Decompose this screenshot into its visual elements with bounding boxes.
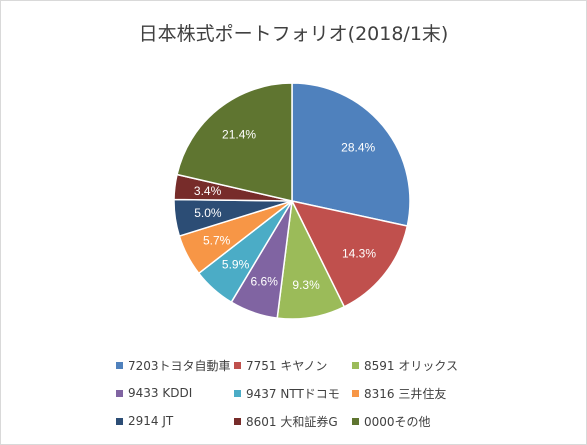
- legend-label-5: 8316 三井住友: [364, 386, 447, 401]
- legend-item-1: 7751 キヤノン: [234, 356, 352, 374]
- pie-slice-1: [290, 199, 409, 308]
- legend-item-4: 9437 NTTドコモ: [234, 384, 352, 402]
- chart-title: 日本株式ポートフォリオ(2018/1末): [138, 23, 449, 45]
- legend-swatch-8: [352, 417, 359, 425]
- legend-label-7: 8601 大和証券G: [246, 414, 338, 429]
- legend-label-6: 2914 JT: [128, 414, 174, 428]
- data-label-7: 3.4%: [194, 184, 222, 198]
- legend-swatch-4: [234, 389, 241, 397]
- legend-swatch-0: [116, 361, 123, 369]
- legend-item-3: 9433 KDDI: [116, 384, 234, 402]
- pie-slice-0: [291, 82, 411, 227]
- legend-item-0: 7203トヨタ自動車: [116, 356, 234, 374]
- data-label-6: 5.0%: [194, 206, 222, 220]
- legend-swatch-7: [234, 417, 241, 425]
- data-label-0: 28.4%: [341, 141, 375, 155]
- legend-label-0: 7203トヨタ自動車: [128, 358, 231, 373]
- legend-swatch-3: [116, 389, 123, 397]
- legend-item-5: 8316 三井住友: [352, 384, 482, 402]
- legend-label-4: 9437 NTTドコモ: [246, 386, 340, 401]
- legend: 7203トヨタ自動車 7751 キヤノン 8591 オリックス 9433 KDDI 94…: [116, 356, 556, 430]
- legend-label-3: 9433 KDDI: [128, 386, 193, 400]
- data-label-5: 5.7%: [203, 233, 231, 247]
- legend-swatch-1: [234, 361, 241, 369]
- legend-label-2: 8591 オリックス: [364, 358, 458, 373]
- pie-slice-8: [176, 82, 293, 202]
- data-label-3: 6.6%: [251, 274, 279, 288]
- legend-item-6: 2914 JT: [116, 412, 234, 430]
- data-label-4: 5.9%: [222, 258, 250, 272]
- data-label-1: 14.3%: [342, 246, 376, 260]
- legend-swatch-6: [116, 417, 123, 425]
- data-label-8: 21.4%: [222, 127, 256, 141]
- legend-label-8: 0000その他: [364, 414, 431, 429]
- legend-item-2: 8591 オリックス: [352, 356, 482, 374]
- legend-item-7: 8601 大和証券G: [234, 412, 352, 430]
- legend-label-1: 7751 キヤノン: [246, 358, 328, 373]
- legend-swatch-2: [352, 361, 359, 369]
- legend-swatch-5: [352, 389, 359, 397]
- data-label-2: 9.3%: [292, 278, 320, 292]
- legend-item-8: 0000その他: [352, 412, 482, 430]
